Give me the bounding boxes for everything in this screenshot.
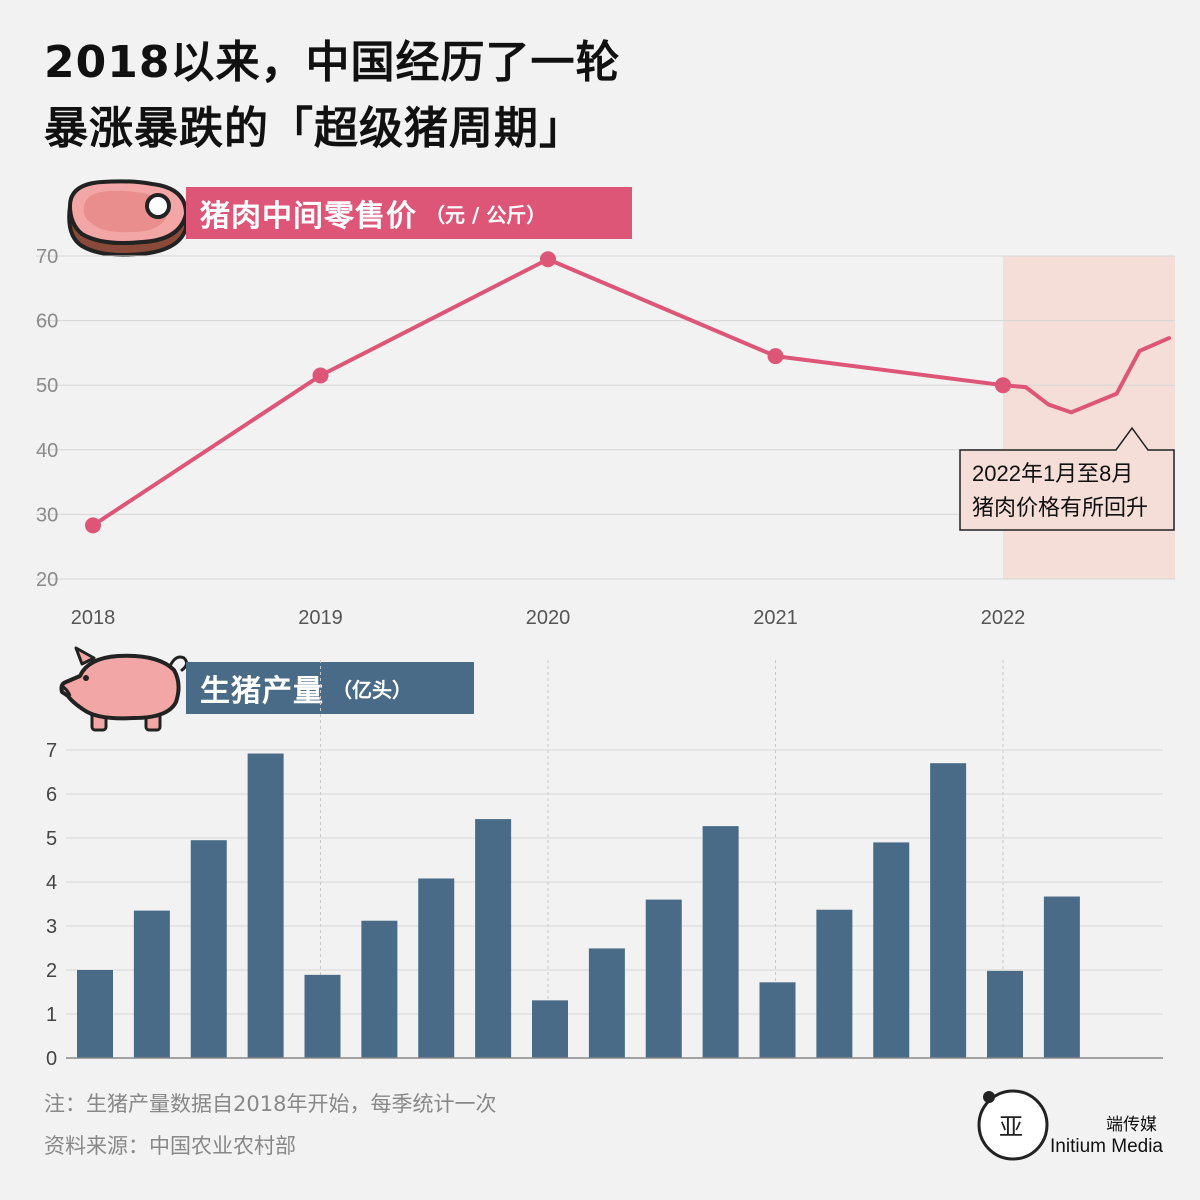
pig-icon — [59, 646, 189, 732]
production-bar — [930, 763, 967, 1058]
svg-text:亚: 亚 — [999, 1114, 1023, 1141]
price-y-tick-label: 60 — [36, 311, 58, 333]
price-line-chart: 20 30 40 50 60 70 2018 2019 2020 2021 2022 2022年1月至… — [36, 246, 1175, 629]
price-section-label: 猪肉中间零售价 — [200, 199, 417, 234]
price-section-banner: 猪肉中间零售价 （元 / 公斤） — [186, 187, 632, 239]
footnote-source: 资料来源：中国农业农村部 — [44, 1134, 296, 1158]
annotation-line-1: 2022年1月至8月 — [972, 461, 1133, 486]
production-bar — [873, 842, 910, 1058]
price-y-tick-label: 50 — [36, 375, 58, 397]
price-x-tick-label: 2019 — [298, 607, 343, 629]
production-y-tick-label: 7 — [46, 740, 57, 762]
production-section-unit: （亿头） — [332, 677, 412, 702]
footnote-note: 注：生猪产量数据自2018年开始，每季统计一次 — [44, 1092, 497, 1116]
price-x-tick-label: 2021 — [753, 607, 798, 629]
production-bar — [987, 970, 1023, 1058]
production-section-label: 生猪产量 — [200, 674, 324, 709]
chart-title: 2018以来，中国经历了一轮 暴涨暴跌的「超级猪周期」 — [44, 30, 620, 162]
production-bar — [361, 920, 398, 1058]
price-data-point — [312, 367, 329, 384]
production-bar — [759, 982, 796, 1058]
production-bar — [588, 948, 625, 1058]
price-series-line — [91, 257, 1172, 528]
price-y-tick-label: 30 — [36, 504, 58, 526]
title-line-1: 2018以来，中国经历了一轮 — [44, 37, 621, 88]
price-y-tick-label: 70 — [36, 246, 58, 268]
price-data-point — [767, 348, 784, 365]
production-bar — [77, 970, 113, 1058]
annotation-line-2: 猪肉价格有所回升 — [972, 495, 1148, 520]
production-y-tick-label: 6 — [46, 784, 57, 806]
initium-logo-icon: 亚 — [977, 1089, 1049, 1161]
production-section-banner: 生猪产量 （亿头） — [186, 662, 474, 714]
production-y-tick-label: 2 — [46, 960, 57, 982]
price-data-point — [85, 517, 101, 534]
production-bar — [532, 1000, 568, 1058]
production-bar — [247, 753, 284, 1058]
price-x-tick-label: 2022 — [981, 607, 1026, 629]
production-bar — [645, 899, 682, 1058]
production-bar — [816, 909, 853, 1058]
price-data-point — [540, 251, 556, 268]
title-line-2: 暴涨暴跌的「超级猪周期」 — [44, 103, 584, 154]
production-bar — [475, 819, 512, 1058]
price-data-point — [995, 377, 1011, 394]
brand-name-en: Initium Media — [1050, 1136, 1163, 1157]
price-y-tick-label: 20 — [36, 569, 58, 591]
production-bar — [418, 878, 455, 1058]
production-bar — [133, 910, 170, 1058]
price-x-tick-label: 2018 — [71, 607, 116, 629]
production-bar — [190, 840, 227, 1058]
annotation-callout-box — [959, 426, 1175, 531]
production-bar-chart: 0 1 2 3 4 5 6 7 — [46, 660, 1163, 1070]
production-y-tick-label: 0 — [46, 1048, 57, 1070]
brand-name-cn: 端传媒 — [1106, 1115, 1157, 1135]
production-bar — [1043, 896, 1080, 1058]
price-x-tick-label: 2020 — [526, 607, 571, 629]
production-y-tick-label: 3 — [46, 916, 57, 938]
production-y-tick-label: 4 — [46, 872, 57, 894]
production-bar — [304, 974, 341, 1058]
production-y-tick-label: 1 — [46, 1004, 57, 1026]
price-section-unit: （元 / 公斤） — [425, 202, 547, 227]
price-y-tick-label: 40 — [36, 440, 58, 462]
highlight-band-2022 — [1003, 256, 1175, 579]
production-y-tick-label: 5 — [46, 828, 57, 850]
production-bar — [702, 826, 739, 1058]
meat-steak-icon — [67, 179, 188, 257]
